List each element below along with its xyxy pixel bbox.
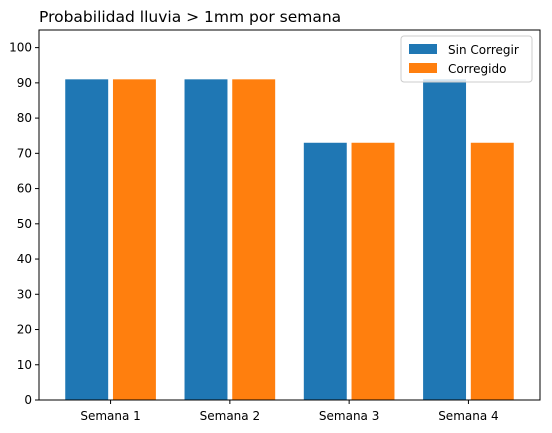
axes-group: 0 10 20 30 40 50 60 70 80 90 100 Semana 1 Semana 2 Se… (9, 29, 541, 423)
bar-sin-corregir-semana-2 (184, 79, 228, 400)
legend-swatch (409, 44, 437, 54)
plot-frame (38, 29, 541, 401)
y-tick-label: 70 (17, 146, 32, 160)
x-tick-label: Semana 4 (438, 409, 498, 423)
bar-corregido-semana-1 (112, 79, 156, 400)
y-tick-label: 100 (9, 41, 32, 55)
bar-corregido-semana-2 (232, 79, 276, 400)
chart-title: Probabilidad lluvia > 1mm por semana (39, 8, 341, 26)
y-tick-label: 90 (17, 76, 32, 90)
y-tick-label: 50 (17, 217, 32, 231)
bars-group (65, 79, 514, 400)
x-tick-label: Semana 2 (200, 409, 260, 423)
bar-corregido-semana-3 (351, 142, 395, 400)
y-tick-label: 30 (17, 287, 32, 301)
x-tick-label: Semana 3 (319, 409, 379, 423)
y-tick-label: 10 (17, 358, 32, 372)
y-tick-label: 80 (17, 111, 32, 125)
bar-sin-corregir-semana-1 (65, 79, 109, 400)
y-tick-label: 0 (24, 393, 32, 407)
legend-entry: Corregido (448, 62, 506, 76)
bar-sin-corregir-semana-4 (423, 79, 467, 400)
y-tick-label: 60 (17, 182, 32, 196)
y-tick-label: 40 (17, 252, 32, 266)
legend-swatch (409, 63, 437, 73)
x-tick-label: Semana 1 (80, 409, 140, 423)
bar-sin-corregir-semana-3 (303, 142, 347, 400)
legend-entry: Sin Corregir (448, 43, 519, 57)
y-tick-label: 20 (17, 323, 32, 337)
bar-corregido-semana-4 (470, 142, 514, 400)
legend: Sin Corregir Corregido (400, 35, 533, 83)
